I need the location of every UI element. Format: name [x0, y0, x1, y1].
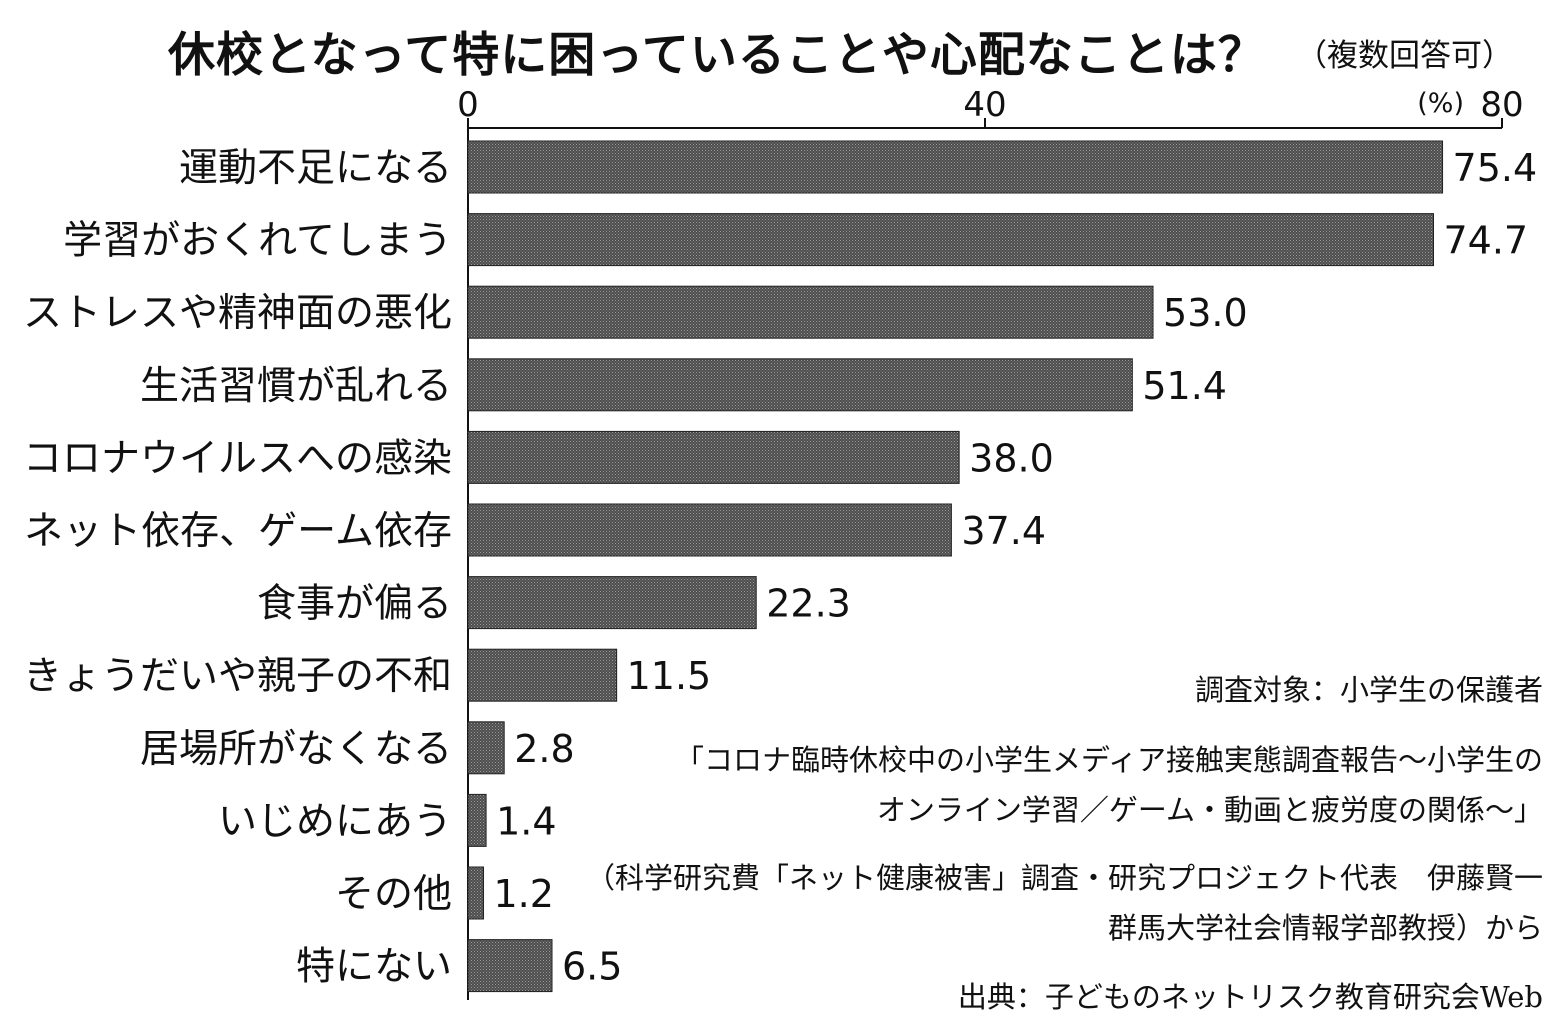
bar [467, 648, 618, 702]
source-note: 出典：子どものネットリスク教育研究会Web [957, 980, 1543, 1014]
survey-target-note: 調査対象：小学生の保護者 [1194, 673, 1543, 707]
category-label: 居場所がなくなる [140, 727, 452, 772]
unit-label: (%) [1417, 88, 1464, 119]
value-label: 1.2 [494, 872, 554, 916]
bar [467, 358, 1133, 412]
value-label: 75.4 [1453, 146, 1538, 190]
value-label: 22.3 [766, 582, 851, 626]
category-label: その他 [335, 872, 452, 917]
bar [467, 213, 1434, 267]
bar [467, 576, 757, 630]
value-label: 11.5 [627, 654, 712, 698]
value-label: 51.4 [1142, 364, 1227, 408]
category-label: 生活習慣が乱れる [140, 364, 452, 409]
category-label: コロナウイルスへの感染 [23, 436, 452, 481]
x-tick-label: 40 [963, 85, 1006, 125]
value-label: 38.0 [969, 436, 1054, 480]
value-label: 37.4 [961, 509, 1046, 553]
bar [467, 503, 952, 557]
category-label: 食事が偏る [257, 582, 452, 627]
category-label: ストレスや精神面の悪化 [23, 291, 452, 336]
credit-line-1: （科学研究費「ネット健康被害」調査・研究プロジェクト代表 伊藤賢一 [585, 861, 1543, 895]
value-label: 53.0 [1163, 291, 1248, 335]
report-title-line-1: 「コロナ臨時休校中の小学生メディア接触実態調査報告～小学生の [675, 743, 1543, 777]
bar [467, 285, 1154, 339]
bar [467, 140, 1444, 194]
category-label: 運動不足になる [179, 146, 452, 191]
category-label: 特にない [296, 945, 452, 990]
value-label: 74.7 [1443, 219, 1528, 263]
chart-title: 休校となって特に困っていることや心配なことは？ [168, 28, 1266, 83]
report-title-line-2: オンライン学習／ゲーム・動画と疲労度の関係～」 [876, 793, 1543, 827]
credit-line-2: 群馬大学社会情報学部教授）から [1107, 911, 1543, 945]
category-label: いじめにあう [218, 799, 452, 844]
value-label: 1.4 [496, 799, 556, 843]
category-label: きょうだいや親子の不和 [23, 654, 452, 699]
bar [467, 793, 487, 847]
bar [467, 939, 553, 993]
category-label: ネット依存、ゲーム依存 [24, 509, 452, 554]
bar [467, 866, 485, 920]
category-label: 学習がおくれてしまう [63, 219, 452, 264]
x-tick-label: 0 [457, 85, 479, 125]
value-label: 2.8 [514, 727, 574, 771]
value-label: 6.5 [562, 945, 622, 989]
bar [467, 430, 960, 484]
x-tick-label: 80 [1480, 85, 1523, 125]
bar [467, 721, 505, 775]
chart-subtitle: （複数回答可） [1296, 38, 1513, 74]
